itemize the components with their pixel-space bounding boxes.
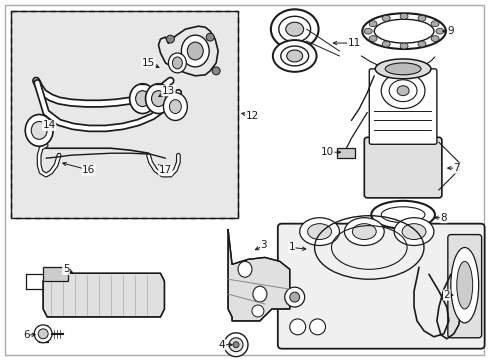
Ellipse shape (370, 201, 434, 229)
Ellipse shape (396, 86, 408, 96)
FancyBboxPatch shape (447, 235, 481, 338)
Ellipse shape (344, 218, 384, 246)
Ellipse shape (381, 207, 424, 223)
Text: 11: 11 (347, 38, 360, 48)
Bar (337, 148, 355, 158)
Text: 10: 10 (320, 147, 333, 157)
Ellipse shape (382, 41, 389, 47)
Ellipse shape (31, 121, 47, 139)
Ellipse shape (38, 329, 48, 339)
Ellipse shape (417, 15, 425, 21)
Ellipse shape (151, 91, 165, 107)
Text: 8: 8 (440, 213, 446, 223)
Ellipse shape (25, 114, 53, 146)
Ellipse shape (252, 286, 266, 302)
Text: 13: 13 (162, 86, 175, 96)
Ellipse shape (251, 305, 264, 317)
Ellipse shape (299, 218, 339, 246)
Ellipse shape (450, 247, 478, 323)
Ellipse shape (381, 73, 424, 109)
Ellipse shape (224, 333, 247, 357)
Ellipse shape (435, 28, 443, 34)
Ellipse shape (238, 261, 251, 277)
Text: 12: 12 (245, 111, 258, 121)
Ellipse shape (163, 93, 187, 121)
Ellipse shape (399, 13, 407, 19)
Ellipse shape (289, 319, 305, 335)
Text: 3: 3 (260, 240, 266, 251)
Ellipse shape (399, 43, 407, 49)
Ellipse shape (278, 16, 310, 42)
Bar (11, 11, 238, 218)
Ellipse shape (401, 224, 425, 239)
Ellipse shape (430, 21, 438, 27)
Ellipse shape (212, 67, 220, 75)
Ellipse shape (364, 28, 371, 34)
Ellipse shape (270, 9, 318, 49)
Text: 5: 5 (62, 264, 69, 274)
Ellipse shape (172, 57, 182, 69)
Text: 17: 17 (159, 165, 172, 175)
Ellipse shape (374, 59, 430, 79)
Text: 15: 15 (142, 58, 155, 68)
Text: 16: 16 (82, 165, 95, 175)
FancyBboxPatch shape (368, 69, 436, 144)
Ellipse shape (430, 36, 438, 41)
Ellipse shape (181, 35, 209, 67)
Text: 4: 4 (218, 340, 225, 350)
Ellipse shape (368, 36, 376, 41)
Ellipse shape (385, 63, 420, 75)
Ellipse shape (352, 224, 375, 239)
Text: 6: 6 (23, 330, 29, 340)
FancyBboxPatch shape (364, 137, 441, 198)
Ellipse shape (286, 50, 302, 62)
Ellipse shape (34, 325, 52, 343)
Ellipse shape (456, 261, 472, 309)
Ellipse shape (284, 287, 304, 307)
Ellipse shape (368, 21, 376, 27)
Ellipse shape (168, 53, 186, 73)
Bar (43, 267, 68, 281)
Ellipse shape (233, 342, 239, 348)
Ellipse shape (280, 46, 308, 66)
Ellipse shape (145, 84, 171, 113)
Text: 14: 14 (42, 121, 56, 130)
Ellipse shape (206, 33, 214, 41)
Text: 1: 1 (288, 243, 294, 252)
Polygon shape (227, 230, 289, 321)
Ellipse shape (393, 218, 433, 246)
Text: 7: 7 (452, 163, 459, 173)
Bar (11, 11, 238, 218)
Ellipse shape (309, 319, 325, 335)
Ellipse shape (388, 80, 416, 102)
Ellipse shape (135, 91, 149, 107)
Text: 2: 2 (443, 290, 449, 300)
Ellipse shape (228, 338, 243, 352)
Text: 9: 9 (447, 26, 453, 36)
Ellipse shape (417, 41, 425, 47)
Ellipse shape (272, 40, 316, 72)
Ellipse shape (307, 224, 331, 239)
Ellipse shape (285, 22, 303, 36)
Ellipse shape (166, 35, 174, 43)
Ellipse shape (169, 100, 181, 113)
Ellipse shape (362, 13, 445, 49)
Ellipse shape (129, 84, 155, 113)
Polygon shape (43, 273, 164, 317)
Ellipse shape (382, 15, 389, 21)
Ellipse shape (373, 19, 433, 43)
Ellipse shape (289, 292, 299, 302)
FancyBboxPatch shape (277, 224, 484, 349)
Ellipse shape (187, 42, 203, 60)
